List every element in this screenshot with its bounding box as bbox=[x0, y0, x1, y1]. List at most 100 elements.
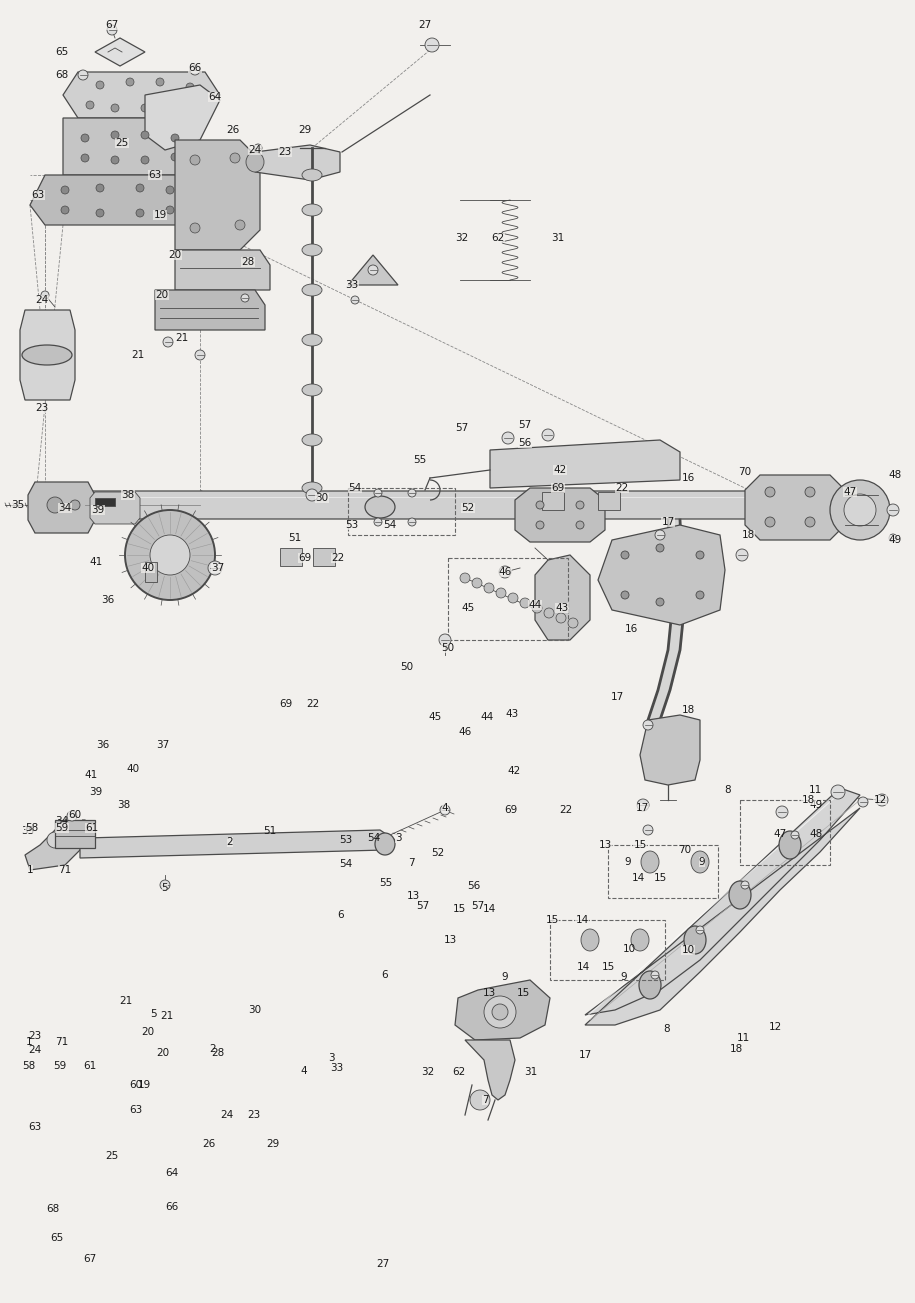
Circle shape bbox=[508, 593, 518, 603]
Circle shape bbox=[141, 156, 149, 164]
Ellipse shape bbox=[302, 169, 322, 181]
Circle shape bbox=[408, 489, 416, 496]
Text: 51: 51 bbox=[288, 533, 302, 543]
Ellipse shape bbox=[684, 926, 706, 954]
Circle shape bbox=[111, 104, 119, 112]
Bar bbox=[55, 820, 95, 848]
Text: 70: 70 bbox=[678, 844, 691, 855]
Circle shape bbox=[208, 562, 222, 575]
Text: 54: 54 bbox=[339, 859, 352, 869]
Circle shape bbox=[96, 81, 104, 89]
Circle shape bbox=[889, 534, 897, 542]
Circle shape bbox=[141, 132, 149, 139]
Text: 54: 54 bbox=[383, 520, 396, 530]
Text: 66: 66 bbox=[166, 1201, 178, 1212]
Text: 69: 69 bbox=[279, 698, 292, 709]
Circle shape bbox=[126, 78, 134, 86]
Text: 64: 64 bbox=[209, 93, 221, 102]
Text: 59: 59 bbox=[53, 1061, 66, 1071]
Text: 5: 5 bbox=[162, 883, 168, 893]
Polygon shape bbox=[348, 255, 398, 285]
Polygon shape bbox=[640, 715, 700, 784]
Text: 2: 2 bbox=[227, 837, 233, 847]
Text: 69: 69 bbox=[552, 483, 565, 493]
Text: 32: 32 bbox=[422, 1067, 435, 1078]
Polygon shape bbox=[465, 1040, 515, 1100]
FancyBboxPatch shape bbox=[63, 491, 842, 519]
Circle shape bbox=[655, 530, 665, 539]
Circle shape bbox=[425, 38, 439, 52]
Circle shape bbox=[696, 551, 704, 559]
Text: 34: 34 bbox=[56, 816, 69, 826]
Bar bbox=[598, 493, 620, 509]
Ellipse shape bbox=[302, 244, 322, 255]
Circle shape bbox=[765, 487, 775, 496]
Circle shape bbox=[81, 154, 89, 162]
Text: 20: 20 bbox=[156, 1048, 169, 1058]
Circle shape bbox=[696, 926, 704, 934]
Text: 55: 55 bbox=[414, 455, 426, 465]
Text: 67: 67 bbox=[83, 1253, 96, 1264]
Text: 45: 45 bbox=[428, 711, 441, 722]
Text: 68: 68 bbox=[56, 70, 69, 79]
Circle shape bbox=[831, 784, 845, 799]
Circle shape bbox=[47, 496, 63, 513]
Ellipse shape bbox=[779, 831, 801, 859]
Polygon shape bbox=[585, 788, 860, 1025]
Text: 21: 21 bbox=[120, 995, 133, 1006]
Text: 60: 60 bbox=[69, 810, 81, 820]
Circle shape bbox=[536, 521, 544, 529]
Ellipse shape bbox=[302, 384, 322, 396]
Text: 7: 7 bbox=[481, 1095, 489, 1105]
Text: 1: 1 bbox=[26, 1037, 33, 1048]
Circle shape bbox=[374, 519, 382, 526]
Text: 57: 57 bbox=[519, 420, 532, 430]
Text: 12: 12 bbox=[874, 795, 887, 805]
Text: 15: 15 bbox=[602, 962, 615, 972]
Circle shape bbox=[78, 70, 88, 79]
Ellipse shape bbox=[22, 345, 72, 365]
Text: 14: 14 bbox=[631, 873, 645, 883]
Text: 60: 60 bbox=[129, 1080, 142, 1091]
Text: 43: 43 bbox=[555, 603, 568, 612]
Text: 45: 45 bbox=[461, 603, 475, 612]
Text: 46: 46 bbox=[499, 567, 511, 577]
Ellipse shape bbox=[641, 851, 659, 873]
Text: 10: 10 bbox=[682, 945, 694, 955]
Polygon shape bbox=[598, 525, 725, 625]
Text: 37: 37 bbox=[211, 563, 224, 573]
Text: 62: 62 bbox=[453, 1067, 466, 1078]
Circle shape bbox=[844, 494, 876, 526]
Text: 15: 15 bbox=[653, 873, 667, 883]
Text: 52: 52 bbox=[431, 848, 444, 859]
Text: 25: 25 bbox=[105, 1151, 118, 1161]
Text: 68: 68 bbox=[47, 1204, 59, 1214]
Polygon shape bbox=[745, 476, 845, 539]
Text: 46: 46 bbox=[458, 727, 471, 737]
Text: 24: 24 bbox=[36, 294, 48, 305]
Text: 23: 23 bbox=[28, 1031, 41, 1041]
Circle shape bbox=[460, 573, 470, 582]
Text: 62: 62 bbox=[491, 233, 505, 242]
Text: 33: 33 bbox=[330, 1063, 343, 1074]
Bar bbox=[95, 498, 115, 506]
Text: 19: 19 bbox=[154, 210, 167, 220]
Circle shape bbox=[741, 881, 749, 889]
Circle shape bbox=[408, 519, 416, 526]
Text: 19: 19 bbox=[138, 1080, 151, 1091]
Text: 27: 27 bbox=[418, 20, 432, 30]
Text: 65: 65 bbox=[50, 1233, 63, 1243]
Text: 24: 24 bbox=[221, 1110, 233, 1121]
Text: 2: 2 bbox=[209, 1044, 216, 1054]
Text: 58: 58 bbox=[23, 1061, 36, 1071]
Text: 9: 9 bbox=[699, 857, 705, 866]
Polygon shape bbox=[63, 119, 200, 175]
Text: 1: 1 bbox=[27, 865, 33, 876]
Circle shape bbox=[150, 536, 190, 575]
Text: 9: 9 bbox=[501, 972, 509, 982]
Text: 14: 14 bbox=[483, 904, 496, 915]
Circle shape bbox=[171, 134, 179, 142]
Bar bbox=[542, 493, 564, 509]
Text: 10: 10 bbox=[623, 943, 636, 954]
Circle shape bbox=[166, 206, 174, 214]
